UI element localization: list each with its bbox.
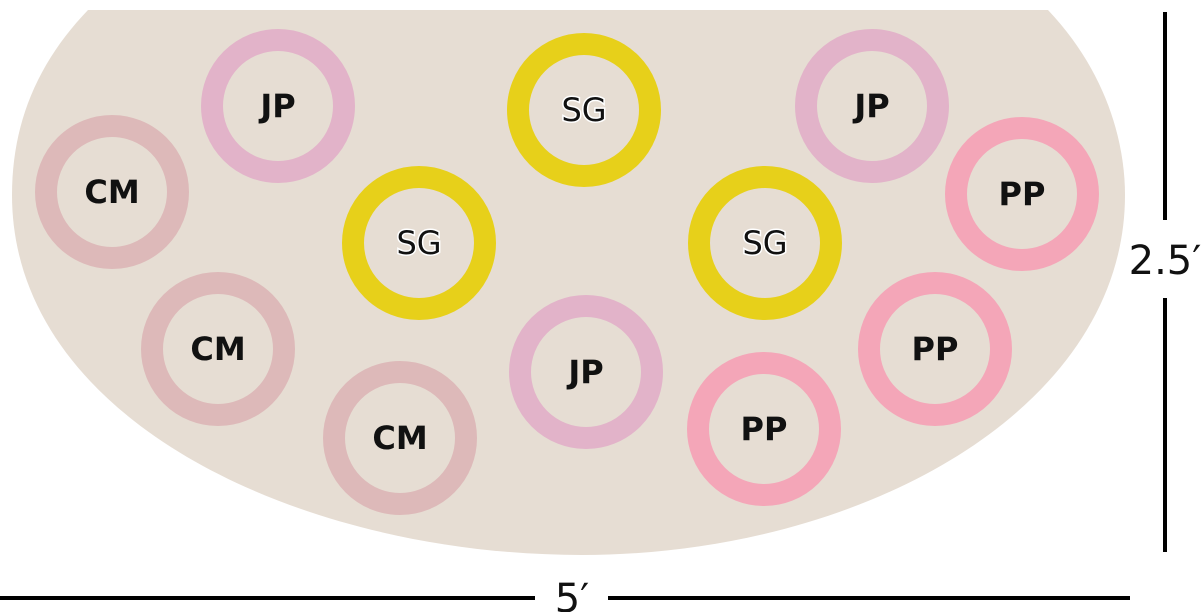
plant-ring bbox=[509, 295, 663, 449]
width-dimension-label: 5′ bbox=[555, 576, 590, 612]
plant-code-label: JP bbox=[258, 87, 295, 125]
plant-marker-cm: CM bbox=[323, 361, 477, 515]
plant-ring bbox=[687, 352, 841, 506]
plant-ring bbox=[342, 166, 496, 320]
plant-ring bbox=[795, 29, 949, 183]
plant-code-label: JP bbox=[566, 353, 603, 391]
plant-code-label: SG bbox=[561, 91, 606, 129]
plant-ring bbox=[35, 115, 189, 269]
plant-markers: JP SG JP CM PP SG SG CM PP JP CM PP bbox=[35, 29, 1099, 515]
plant-marker-sg: SG bbox=[688, 166, 842, 320]
height-dimension-label: 2.5′ bbox=[1129, 238, 1202, 284]
plant-marker-sg: SG bbox=[507, 33, 661, 187]
plant-code-label: JP bbox=[852, 87, 889, 125]
plant-marker-cm: CM bbox=[35, 115, 189, 269]
plant-marker-pp: PP bbox=[945, 117, 1099, 271]
plant-code-label: CM bbox=[190, 330, 245, 368]
plant-code-label: PP bbox=[912, 330, 959, 368]
plant-ring bbox=[507, 33, 661, 187]
plant-ring bbox=[688, 166, 842, 320]
plant-ring bbox=[201, 29, 355, 183]
plant-code-label: SG bbox=[396, 224, 441, 262]
plant-code-label: CM bbox=[372, 419, 427, 457]
plant-marker-jp: JP bbox=[201, 29, 355, 183]
plant-ring bbox=[141, 272, 295, 426]
plant-ring bbox=[323, 361, 477, 515]
plant-code-label: PP bbox=[741, 410, 788, 448]
plant-code-label: SG bbox=[742, 224, 787, 262]
plant-marker-sg: SG bbox=[342, 166, 496, 320]
plant-code-label: PP bbox=[999, 175, 1046, 213]
plant-marker-jp: JP bbox=[795, 29, 949, 183]
plant-ring bbox=[858, 272, 1012, 426]
plant-marker-cm: CM bbox=[141, 272, 295, 426]
plant-marker-pp: PP bbox=[687, 352, 841, 506]
plant-code-label: CM bbox=[84, 173, 139, 211]
plant-marker-jp: JP bbox=[509, 295, 663, 449]
plant-ring bbox=[945, 117, 1099, 271]
plant-marker-pp: PP bbox=[858, 272, 1012, 426]
garden-bed bbox=[12, 10, 1125, 555]
